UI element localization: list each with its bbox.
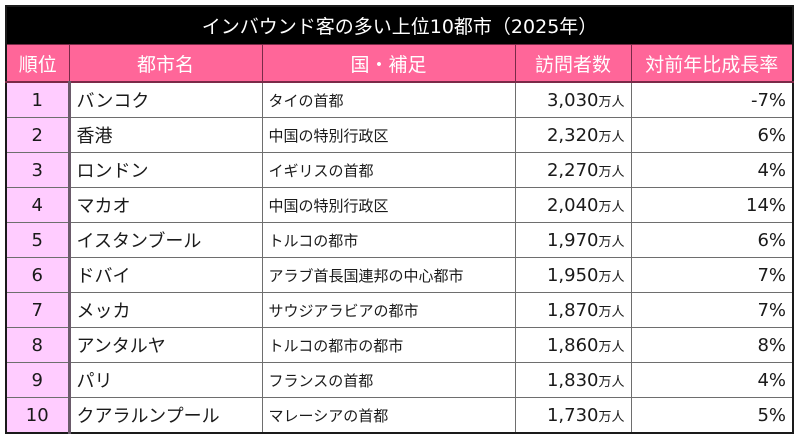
visitors-value: 2,320 <box>546 124 599 146</box>
rank-cell: 10 <box>5 397 71 434</box>
growth-cell: 4% <box>630 362 794 398</box>
table-row: 8 アンタルヤ トルコの都市の都市 1,860万人 8% <box>5 327 794 363</box>
visitors-unit: 万人 <box>598 234 625 250</box>
visitors-cell: 1,870万人 <box>514 292 632 328</box>
growth-cell: 5% <box>630 397 794 434</box>
note-cell: 中国の特別行政区 <box>261 187 516 223</box>
header-visitors: 訪問者数 <box>514 44 632 83</box>
visitors-value: 1,860 <box>546 334 599 356</box>
visitors-cell: 1,730万人 <box>514 397 632 434</box>
visitors-unit: 万人 <box>598 409 625 425</box>
city-cell: アンタルヤ <box>68 327 263 363</box>
table-row: 7 メッカ サウジアラビアの都市 1,870万人 7% <box>5 292 794 328</box>
visitors-cell: 2,040万人 <box>514 187 632 223</box>
growth-cell: 4% <box>630 152 794 188</box>
rank-cell: 8 <box>5 327 71 363</box>
visitors-cell: 1,950万人 <box>514 257 632 293</box>
city-cell: ドバイ <box>68 257 263 293</box>
city-cell: ロンドン <box>68 152 263 188</box>
visitors-unit: 万人 <box>598 374 625 390</box>
growth-cell: 7% <box>630 292 794 328</box>
growth-cell: 7% <box>630 257 794 293</box>
note-cell: 中国の特別行政区 <box>261 117 516 153</box>
note-cell: サウジアラビアの都市 <box>261 292 516 328</box>
table-row: 5 イスタンブール トルコの都市 1,970万人 6% <box>5 222 794 258</box>
note-cell: マレーシアの首都 <box>261 397 516 434</box>
growth-cell: -7% <box>630 81 794 118</box>
table-row: 3 ロンドン イギリスの首都 2,270万人 4% <box>5 152 794 188</box>
visitors-value: 2,270 <box>546 159 599 181</box>
city-cell: マカオ <box>68 187 263 223</box>
city-cell: パリ <box>68 362 263 398</box>
visitors-unit: 万人 <box>598 129 625 145</box>
rank-cell: 6 <box>5 257 71 293</box>
table-row: 2 香港 中国の特別行政区 2,320万人 6% <box>5 117 794 153</box>
visitors-value: 1,870 <box>546 299 599 321</box>
growth-cell: 14% <box>630 187 794 223</box>
note-cell: フランスの首都 <box>261 362 516 398</box>
visitors-unit: 万人 <box>598 199 625 215</box>
visitors-cell: 2,270万人 <box>514 152 632 188</box>
header-rank: 順位 <box>5 44 70 83</box>
table-row: 4 マカオ 中国の特別行政区 2,040万人 14% <box>5 187 794 223</box>
visitors-unit: 万人 <box>598 339 625 355</box>
ranking-table: インバウンド客の多い上位10都市（2025年） 順位 都市名 国・補足 訪問者数… <box>5 5 795 434</box>
rank-cell: 2 <box>5 117 71 153</box>
visitors-value: 1,970 <box>546 229 599 251</box>
city-cell: メッカ <box>68 292 263 328</box>
city-cell: 香港 <box>68 117 263 153</box>
rank-cell: 3 <box>5 152 71 188</box>
note-cell: イギリスの首都 <box>261 152 516 188</box>
rank-cell: 5 <box>5 222 71 258</box>
visitors-cell: 1,860万人 <box>514 327 632 363</box>
header-city: 都市名 <box>68 44 263 83</box>
table-row: 9 パリ フランスの首都 1,830万人 4% <box>5 362 794 398</box>
city-cell: バンコク <box>68 81 263 118</box>
note-cell: トルコの都市 <box>261 222 516 258</box>
growth-cell: 6% <box>630 222 794 258</box>
table-title: インバウンド客の多い上位10都市（2025年） <box>6 6 794 45</box>
header-note: 国・補足 <box>261 44 516 83</box>
growth-cell: 8% <box>630 327 794 363</box>
visitors-value: 3,030 <box>546 89 599 111</box>
note-cell: トルコの都市の都市 <box>261 327 516 363</box>
visitors-unit: 万人 <box>598 164 625 180</box>
table-row: 6 ドバイ アラブ首長国連邦の中心都市 1,950万人 7% <box>5 257 794 293</box>
rank-cell: 9 <box>5 362 71 398</box>
visitors-unit: 万人 <box>598 94 625 110</box>
rank-cell: 7 <box>5 292 71 328</box>
city-cell: イスタンブール <box>68 222 263 258</box>
visitors-value: 1,730 <box>546 404 599 426</box>
visitors-unit: 万人 <box>598 304 625 320</box>
visitors-cell: 2,320万人 <box>514 117 632 153</box>
rank-cell: 1 <box>5 81 71 118</box>
rank-cell: 4 <box>5 187 71 223</box>
note-cell: アラブ首長国連邦の中心都市 <box>261 257 516 293</box>
growth-cell: 6% <box>630 117 794 153</box>
header-growth: 対前年比成長率 <box>630 44 794 83</box>
city-cell: クアラルンプール <box>68 397 263 434</box>
visitors-cell: 3,030万人 <box>514 81 632 118</box>
note-cell: タイの首都 <box>261 81 516 118</box>
visitors-value: 1,950 <box>546 264 599 286</box>
visitors-cell: 1,970万人 <box>514 222 632 258</box>
visitors-value: 1,830 <box>546 369 599 391</box>
table-row: 10 クアラルンプール マレーシアの首都 1,730万人 5% <box>5 397 794 434</box>
visitors-value: 2,040 <box>546 194 599 216</box>
visitors-unit: 万人 <box>598 269 625 285</box>
table-row: 1 バンコク タイの首都 3,030万人 -7% <box>5 81 794 118</box>
visitors-cell: 1,830万人 <box>514 362 632 398</box>
